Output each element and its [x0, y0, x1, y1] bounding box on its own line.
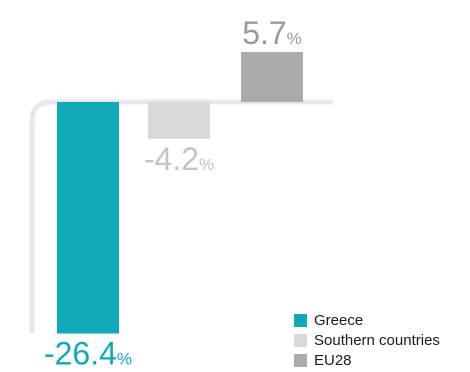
legend-swatch [294, 313, 307, 327]
zero-axis-frame [29, 99, 333, 333]
legend-swatch [294, 333, 307, 347]
legend-swatch [294, 353, 307, 367]
data-label-southern-countries: -4.2% [144, 141, 214, 177]
data-label-greece: -26.4% [44, 336, 132, 372]
legend-item-eu28: EU28 [294, 350, 440, 370]
legend-label: Greece [314, 311, 364, 329]
legend: Greece Southern countries EU28 [294, 310, 440, 370]
legend-label: Southern countries [314, 331, 440, 349]
data-label-eu28: 5.7% [242, 15, 302, 51]
bar-southern-countries [148, 102, 210, 139]
legend-label: EU28 [314, 351, 352, 369]
bar-greece [57, 102, 119, 334]
bar-eu28 [241, 52, 303, 102]
legend-item-greece: Greece [294, 310, 440, 330]
legend-item-southern-countries: Southern countries [294, 330, 440, 350]
